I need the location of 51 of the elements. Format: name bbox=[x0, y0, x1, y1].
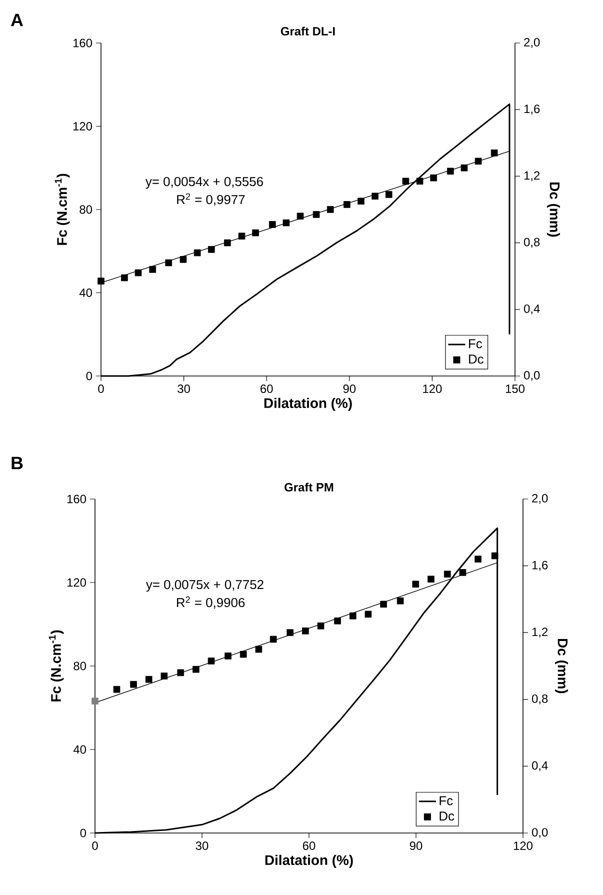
y-tick-label: 80 bbox=[74, 662, 86, 670]
y2-tick-label: 0,0 bbox=[524, 371, 540, 381]
y2-tick-label: 0,8 bbox=[532, 694, 548, 704]
y-tick-label: 120 bbox=[73, 122, 92, 130]
x-tick-label: 30 bbox=[196, 842, 208, 850]
x-tick-label: 60 bbox=[302, 842, 316, 850]
y-tick-label: 80 bbox=[80, 205, 92, 214]
y-tick-label: 0 bbox=[86, 372, 92, 380]
y-tick-label: 120 bbox=[67, 578, 86, 587]
x-tick-label: 150 bbox=[506, 384, 525, 393]
chart-title: Graft PM bbox=[284, 482, 334, 492]
x-axis-title: Dilatation (%) bbox=[264, 398, 352, 411]
y2-tick-label: 0,0 bbox=[532, 828, 548, 838]
x-tick-label: 120 bbox=[514, 842, 533, 850]
y-tick-label: 160 bbox=[67, 494, 86, 504]
y2-axis-title: Dc (mm) bbox=[554, 639, 568, 694]
y2-tick-label: 1,2 bbox=[532, 628, 548, 638]
annotation: R$^{2}$ = 0,9906 bbox=[176, 596, 245, 609]
x-tick-label: 120 bbox=[423, 384, 442, 393]
y2-tick-label: 1,6 bbox=[524, 104, 540, 115]
y2-tick-label: 0,8 bbox=[524, 238, 540, 248]
chart-title: Graft DL-I bbox=[280, 26, 335, 36]
y2-tick-label: 0,4 bbox=[524, 304, 540, 314]
x-tick-label: 0 bbox=[98, 384, 104, 393]
annotation: y= 0,0075x + 0,7752 bbox=[146, 580, 264, 592]
legend-label: Fc bbox=[440, 796, 453, 806]
y2-axis-title: Dc (mm) bbox=[546, 182, 560, 237]
y2-tick-label: 2,0 bbox=[532, 494, 548, 504]
x-tick-label: 90 bbox=[410, 842, 422, 850]
x-tick-label: 90 bbox=[343, 384, 356, 393]
y-tick-label: 40 bbox=[79, 288, 92, 297]
x-tick-label: 30 bbox=[178, 384, 190, 393]
y-axis-title: Fc (N.cm$^{-1}$) bbox=[54, 174, 70, 245]
y2-tick-label: 1,2 bbox=[524, 171, 540, 182]
y-tick-label: 40 bbox=[73, 745, 86, 754]
y2-tick-label: 2,0 bbox=[524, 38, 540, 48]
annotation: y= 0,0054x + 0,5556 bbox=[145, 176, 263, 189]
legend-label: Fc bbox=[469, 339, 482, 348]
y-tick-label: 160 bbox=[73, 38, 92, 48]
legend-label: Dc bbox=[469, 354, 484, 364]
annotation: R$^{2}$ = 0,9977 bbox=[177, 193, 245, 206]
text: B bbox=[12, 456, 23, 470]
y-axis-title: Fc (N.cm$^{-1}$) bbox=[48, 630, 64, 702]
text: A bbox=[10, 14, 24, 26]
y2-tick-label: 0,4 bbox=[532, 761, 548, 772]
x-axis-title: Dilatation (%) bbox=[265, 854, 353, 868]
y-tick-label: 0 bbox=[80, 828, 86, 838]
y2-tick-label: 1,6 bbox=[532, 560, 548, 571]
legend-label: Dc bbox=[440, 812, 454, 821]
x-tick-label: 60 bbox=[260, 384, 273, 393]
x-tick-label: 0 bbox=[92, 842, 98, 850]
